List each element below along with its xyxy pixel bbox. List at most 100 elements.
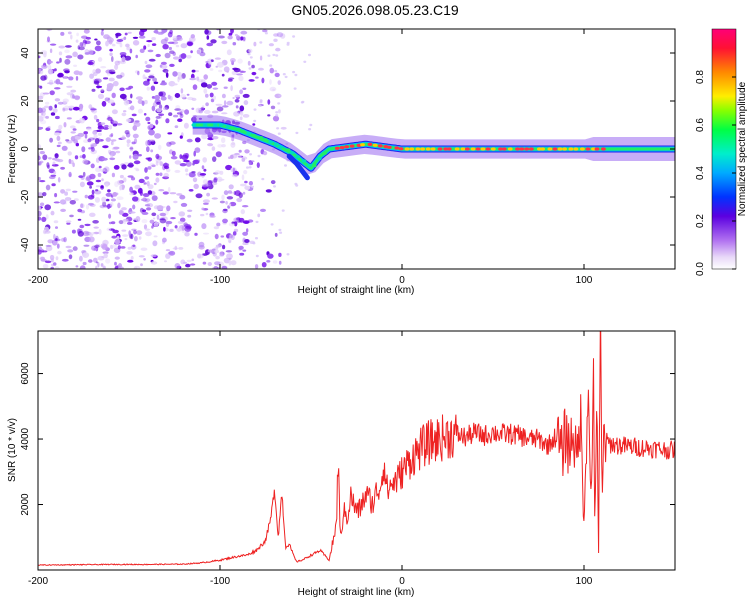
noise-blob — [185, 161, 192, 167]
noise-blob — [38, 162, 41, 166]
noise-blob — [69, 214, 74, 218]
noise-blob — [172, 51, 176, 56]
noise-blob — [44, 105, 50, 109]
noise-blob — [174, 93, 181, 98]
noise-blob — [110, 141, 114, 146]
noise-blob — [121, 136, 127, 140]
noise-blob — [117, 180, 123, 185]
noise-blob — [116, 123, 123, 126]
noise-blob — [98, 165, 102, 169]
noise-blob — [51, 164, 59, 167]
noise-blob — [200, 82, 208, 88]
noise-blob — [208, 61, 212, 65]
noise-blob — [186, 55, 192, 59]
noise-blob — [124, 238, 128, 241]
noise-blob — [47, 126, 51, 129]
noise-blob — [226, 100, 234, 106]
noise-blob — [228, 77, 235, 80]
noise-blob — [56, 61, 60, 64]
noise-blob — [100, 88, 104, 92]
noise-blob — [65, 220, 72, 223]
noise-blob — [241, 157, 246, 162]
noise-blob — [278, 228, 282, 232]
noise-blob — [153, 81, 159, 85]
noise-blob — [262, 29, 268, 33]
noise-blob — [248, 160, 252, 166]
noise-blob — [255, 220, 259, 224]
noise-blob — [69, 125, 76, 129]
noise-blob — [119, 174, 124, 179]
noise-blob — [149, 123, 154, 129]
noise-blob — [121, 229, 127, 232]
noise-blob — [129, 155, 132, 159]
noise-blob — [215, 151, 222, 158]
noise-blob — [137, 154, 142, 157]
noise-blob — [110, 244, 114, 250]
noise-blob — [146, 86, 150, 91]
ridge-peak — [316, 157, 322, 161]
noise-blob — [293, 87, 297, 90]
ridge-peak — [454, 147, 460, 151]
noise-blob — [201, 133, 208, 140]
colorbar-tick-label: 0.6 — [695, 118, 706, 132]
ridge-peak — [519, 147, 525, 151]
noise-blob — [56, 144, 61, 148]
noise-blob — [124, 162, 129, 165]
noise-blob — [162, 237, 167, 243]
noise-blob — [124, 130, 130, 135]
ridge-peak — [485, 147, 491, 151]
noise-blob — [244, 149, 250, 154]
noise-blob — [81, 146, 86, 153]
noise-blob — [178, 53, 186, 60]
noise-blob — [221, 112, 228, 115]
noise-blob — [228, 260, 232, 266]
noise-blob — [39, 86, 43, 89]
noise-blob — [84, 223, 91, 227]
noise-blob — [189, 172, 197, 178]
noise-blob — [151, 195, 158, 202]
noise-blob — [253, 41, 257, 47]
noise-blob — [226, 49, 232, 56]
noise-blob — [238, 75, 244, 82]
noise-blob — [133, 121, 141, 127]
noise-blob — [248, 166, 252, 169]
noise-blob — [153, 222, 159, 227]
noise-blob — [127, 175, 134, 178]
noise-blob — [89, 212, 96, 217]
noise-blob — [132, 196, 139, 202]
noise-blob — [216, 222, 221, 227]
noise-blob — [42, 92, 50, 95]
ridge-peak — [329, 147, 335, 151]
noise-blob — [199, 51, 206, 57]
noise-blob — [278, 94, 282, 97]
noise-blob — [151, 105, 156, 112]
noise-blob — [143, 224, 148, 230]
noise-blob — [174, 225, 178, 229]
noise-blob — [280, 126, 287, 130]
noise-blob — [77, 45, 81, 50]
noise-blob — [172, 71, 178, 77]
noise-blob — [278, 260, 282, 265]
noise-blob — [151, 225, 154, 229]
noise-blob — [167, 132, 173, 135]
noise-blob — [91, 189, 95, 195]
noise-blob — [109, 48, 113, 52]
noise-blob — [215, 244, 222, 248]
noise-blob — [277, 132, 281, 135]
noise-blob — [197, 171, 202, 177]
noise-blob — [57, 73, 63, 78]
noise-blob — [232, 42, 237, 46]
ridge-peak — [420, 147, 425, 151]
noise-blob — [48, 105, 53, 111]
noise-blob — [292, 70, 296, 74]
noise-blob — [202, 157, 207, 163]
colorbar-label: Normalized spectral amplitude — [737, 81, 748, 216]
noise-blob — [157, 31, 164, 35]
noise-blob — [83, 244, 90, 247]
ridge-peak — [344, 145, 350, 149]
noise-blob — [230, 234, 235, 240]
ridge-peak — [465, 147, 470, 151]
noise-blob — [75, 39, 79, 43]
noise-blob — [67, 31, 72, 35]
noise-blob — [170, 156, 178, 160]
